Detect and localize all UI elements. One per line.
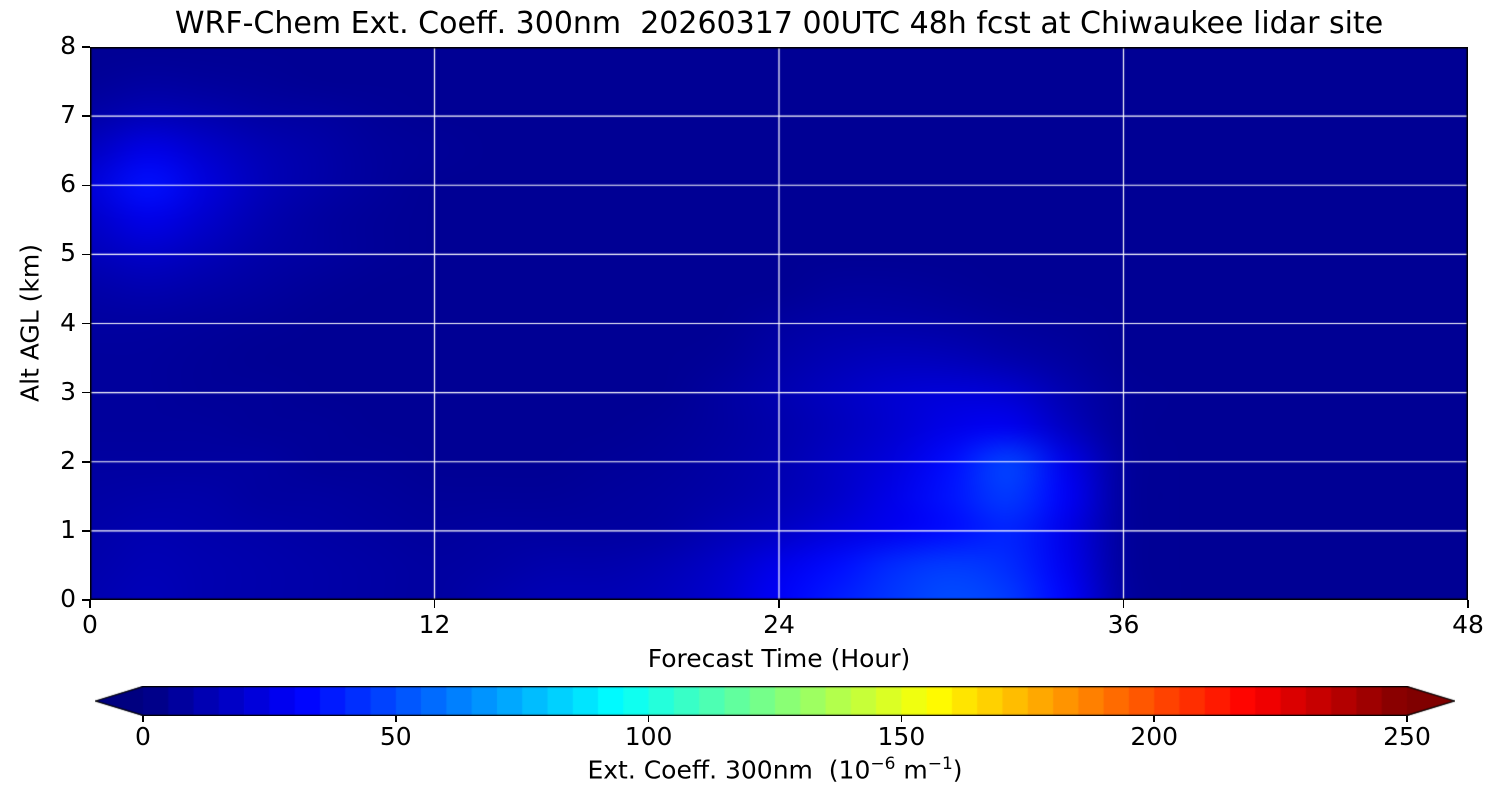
colorbar-tick-label: 250 (1383, 722, 1431, 751)
colorbar-tick-mark (647, 716, 650, 722)
plot-title: WRF-Chem Ext. Coeff. 300nm 20260317 00UT… (174, 6, 1384, 41)
y-tick-label: 3 (60, 376, 76, 406)
x-tick-mark (1467, 600, 1469, 608)
y-tick-label: 1 (60, 514, 76, 544)
x-tick-mark (89, 600, 91, 608)
colorbar-tick-mark (395, 716, 397, 722)
x-tick-mark (433, 600, 436, 608)
y-tick-label: 8 (60, 31, 76, 60)
x-tick-label: 0 (82, 610, 98, 639)
colorbar-label-mid: m (895, 755, 928, 785)
y-tick-label: 5 (60, 238, 76, 268)
y-tick-label: 6 (60, 169, 76, 199)
colorbar-tick-mark (1406, 716, 1408, 722)
colorbar-tick-mark (900, 716, 903, 722)
y-tick-mark (82, 322, 90, 325)
colorbar (95, 686, 1455, 716)
colorbar-tick-label: 100 (624, 722, 673, 751)
y-tick-mark (82, 599, 90, 601)
colorbar-tick-label: 200 (1130, 722, 1179, 751)
y-tick-mark (82, 184, 90, 186)
y-tick-mark (82, 46, 90, 48)
x-axis-label: Forecast Time (Hour) (647, 644, 911, 673)
y-tick-mark (82, 530, 90, 532)
colorbar-tick-label: 150 (877, 722, 926, 751)
colorbar-label-suffix: ) (952, 755, 963, 785)
x-tick-mark (1122, 600, 1125, 608)
colorbar-label: Ext. Coeff. 300nm (10−6 m−1) (95, 754, 1455, 784)
y-tick-mark (82, 391, 90, 394)
colorbar-label-prefix: Ext. Coeff. 300nm (10 (587, 755, 871, 785)
x-tick-label: 48 (1452, 610, 1484, 639)
y-tick-label: 0 (60, 584, 76, 613)
colorbar-label-exponent-1: −6 (870, 754, 896, 774)
y-tick-mark (82, 115, 90, 117)
y-tick-label: 4 (60, 307, 76, 337)
colorbar-tick-mark (142, 716, 144, 722)
x-tick-label: 36 (1107, 610, 1140, 639)
x-tick-label: 24 (763, 610, 795, 639)
y-tick-label: 7 (60, 100, 76, 130)
x-tick-label: 12 (418, 610, 451, 639)
colorbar-tick-label: 0 (135, 722, 151, 751)
y-tick-mark (82, 253, 90, 256)
colorbar-tick-label: 50 (379, 722, 412, 751)
y-tick-label: 2 (60, 445, 76, 475)
colorbar-label-exponent-2: −1 (927, 754, 953, 774)
colorbar-tick-mark (1153, 716, 1155, 722)
x-tick-mark (778, 600, 780, 608)
heatmap-plot-area (90, 47, 1468, 600)
y-tick-mark (82, 461, 90, 463)
